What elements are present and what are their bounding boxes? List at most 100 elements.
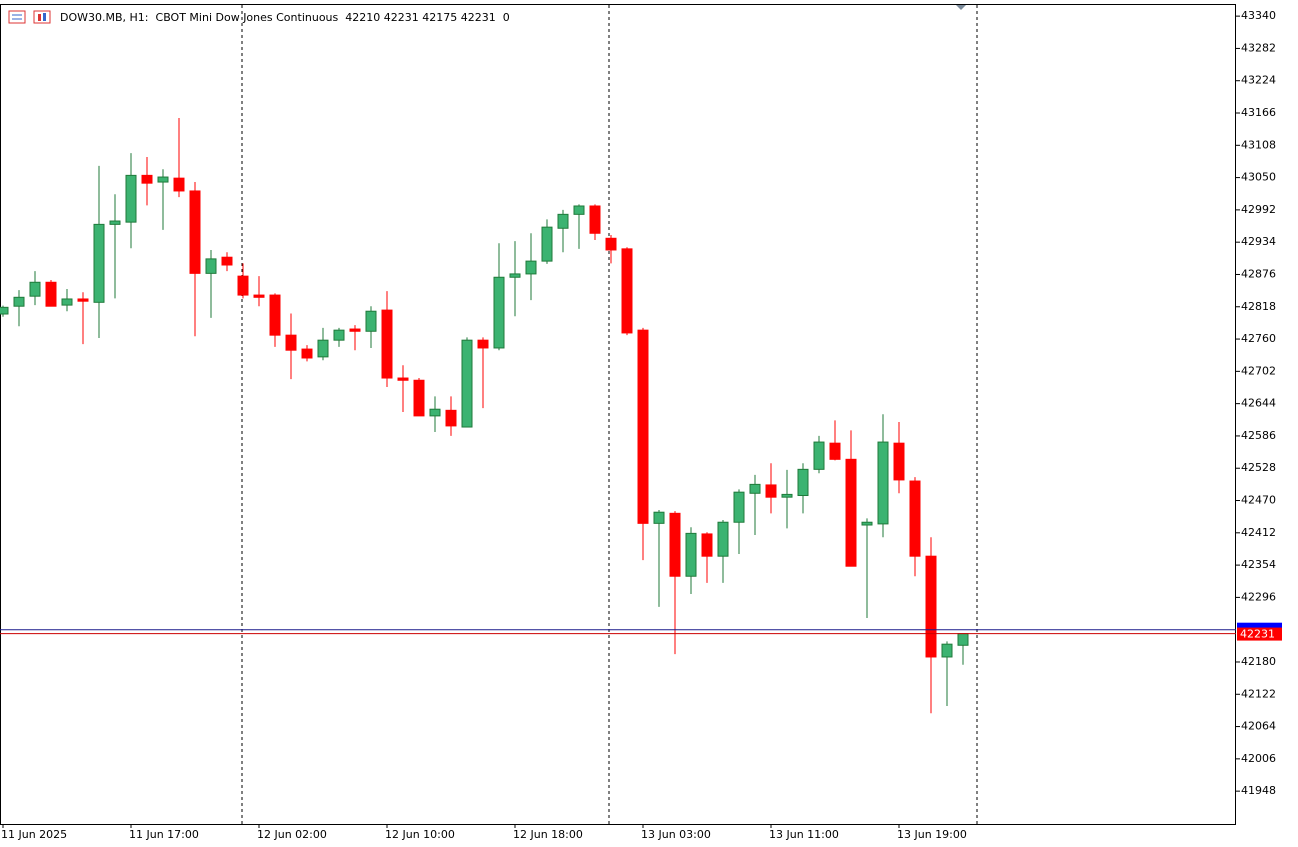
candle-body [477, 339, 489, 349]
candle-body [781, 493, 793, 498]
candle-body [109, 220, 121, 225]
candle-body [125, 174, 137, 223]
y-tick-label: 42006 [1241, 752, 1276, 765]
candle-body [301, 348, 313, 359]
candle-body [717, 521, 729, 557]
y-tick-label: 41948 [1241, 784, 1276, 797]
candle-body [893, 442, 905, 481]
candle-body [445, 409, 457, 427]
y-tick-label: 42818 [1241, 300, 1276, 313]
candle-body [797, 468, 809, 497]
candle-body [205, 258, 217, 274]
icon-bar [38, 14, 41, 21]
high: 42231 [384, 11, 419, 24]
candle-body [621, 248, 633, 334]
candle-body [653, 511, 665, 524]
y-tick-label: 42528 [1241, 461, 1276, 474]
candle-body [429, 408, 441, 417]
y-tick-label: 42412 [1241, 526, 1276, 539]
x-tick-label: 13 Jun 03:00 [641, 828, 711, 841]
candle-body [253, 294, 265, 298]
chart-header: DOW30.MB, H1: CBOT Mini Dow Jones Contin… [60, 11, 510, 24]
y-tick-label: 43224 [1241, 74, 1276, 87]
candle-body [957, 633, 969, 646]
menu-icon[interactable] [8, 10, 26, 24]
candle-body [605, 237, 617, 251]
candle-body [189, 190, 201, 274]
candle-body [701, 533, 713, 557]
candle-body [669, 512, 681, 577]
candle-body [637, 329, 649, 524]
candle-body [381, 309, 393, 379]
bid-label [1237, 627, 1282, 641]
y-tick-label: 42644 [1241, 397, 1276, 410]
candle-body [45, 281, 57, 307]
y-tick-label: 42992 [1241, 203, 1276, 216]
candle-body [333, 329, 345, 341]
y-tick-label: 42760 [1241, 332, 1276, 345]
y-tick-label: 43166 [1241, 106, 1276, 119]
candle-body [0, 306, 9, 315]
candle-body [749, 483, 761, 494]
y-tick-label: 42586 [1241, 429, 1276, 442]
candle-body [685, 532, 697, 577]
candle-body [173, 177, 185, 192]
plot-frame [0, 4, 1236, 825]
shift-marker [956, 5, 966, 10]
candle-body [221, 256, 233, 266]
candle-body [765, 484, 777, 498]
y-tick-label: 42122 [1241, 687, 1276, 700]
x-tick-label: 13 Jun 19:00 [897, 828, 967, 841]
close: 42231 [461, 11, 496, 24]
candle-body [13, 296, 25, 307]
bid-label-text: 42231 [1240, 628, 1275, 641]
candle-body [285, 334, 297, 351]
x-tick-label: 13 Jun 11:00 [769, 828, 839, 841]
candle-body [589, 205, 601, 234]
y-tick-label: 42296 [1241, 590, 1276, 603]
candle-body [845, 458, 857, 567]
candle-body [29, 281, 41, 297]
spread: 0 [503, 11, 510, 24]
candle-body [733, 491, 745, 523]
candle-body [317, 339, 329, 358]
candle-body [525, 260, 537, 275]
candle-body [397, 377, 409, 381]
candle-body [365, 310, 377, 332]
y-tick-label: 42702 [1241, 364, 1276, 377]
y-tick-label: 42064 [1241, 720, 1276, 733]
low: 42175 [422, 11, 457, 24]
candle-body [93, 223, 105, 303]
x-tick-label: 12 Jun 02:00 [257, 828, 327, 841]
candle-body [493, 276, 505, 349]
candle-body [77, 298, 89, 302]
candle-body [541, 226, 553, 262]
candle-body [877, 441, 889, 525]
candle-body [557, 213, 569, 229]
x-tick-label: 12 Jun 10:00 [385, 828, 455, 841]
x-tick-label: 12 Jun 18:00 [513, 828, 583, 841]
chart-icon[interactable] [33, 10, 51, 24]
y-tick-label: 42470 [1241, 494, 1276, 507]
y-tick-label: 43282 [1241, 41, 1276, 54]
description: CBOT Mini Dow Jones Continuous [156, 11, 339, 24]
candle-body [861, 521, 873, 526]
open: 42210 [345, 11, 380, 24]
candle-body [813, 441, 825, 470]
candle-body [349, 328, 361, 332]
icon-bar [43, 13, 46, 21]
candle-body [829, 442, 841, 460]
y-tick-label: 42876 [1241, 267, 1276, 280]
y-tick-label: 43050 [1241, 171, 1276, 184]
candle-body [237, 275, 249, 296]
candle-body [925, 555, 937, 658]
candle-body [573, 205, 585, 215]
y-tick-label: 42934 [1241, 235, 1276, 248]
candle-body [413, 379, 425, 417]
x-tick-label: 11 Jun 17:00 [129, 828, 199, 841]
candle-body [157, 176, 169, 183]
candle-body [509, 273, 521, 278]
candle-body [141, 174, 153, 184]
